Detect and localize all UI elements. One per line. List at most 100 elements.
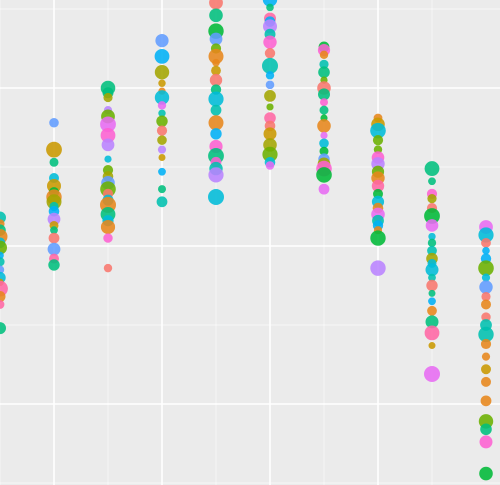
data-point: [154, 65, 170, 80]
data-point: [318, 183, 330, 195]
data-point: [424, 365, 440, 382]
data-point: [478, 260, 494, 276]
data-point: [372, 135, 384, 146]
data-point: [154, 90, 170, 105]
data-point: [209, 32, 223, 46]
data-point: [0, 322, 6, 335]
data-point: [210, 104, 222, 116]
data-point: [480, 338, 492, 350]
data-point: [157, 101, 167, 110]
data-point: [479, 466, 493, 481]
data-point: [319, 50, 329, 60]
data-point: [0, 257, 5, 267]
data-point: [265, 80, 275, 90]
data-point: [481, 312, 491, 322]
data-point: [49, 157, 59, 167]
data-point: [49, 117, 59, 128]
data-point: [482, 246, 490, 255]
data-point: [208, 189, 224, 206]
data-point: [316, 167, 332, 183]
data-point: [157, 135, 167, 145]
data-point: [47, 242, 61, 256]
data-point: [103, 263, 113, 273]
data-point: [481, 364, 491, 375]
data-point: [428, 342, 436, 350]
data-point: [0, 240, 7, 255]
data-point: [428, 232, 436, 241]
data-point: [481, 291, 491, 302]
data-point: [211, 65, 221, 76]
data-point: [156, 115, 168, 127]
data-point: [265, 71, 275, 80]
data-point: [0, 291, 6, 303]
data-point: [262, 57, 278, 74]
data-point: [156, 125, 168, 136]
data-point: [319, 146, 329, 156]
data-point: [371, 179, 385, 193]
data-point: [370, 230, 386, 246]
data-point: [479, 280, 493, 294]
data-point: [262, 0, 278, 7]
data-point: [209, 0, 223, 10]
data-point: [427, 245, 437, 256]
data-point: [266, 3, 274, 12]
data-point: [426, 279, 438, 292]
data-point: [104, 155, 112, 163]
data-point: [425, 219, 439, 232]
data-point: [209, 73, 223, 87]
data-point: [208, 48, 224, 64]
data-point: [478, 326, 494, 343]
data-point: [428, 289, 436, 297]
data-point: [101, 138, 115, 152]
data-point: [48, 259, 60, 271]
data-point: [319, 138, 329, 149]
data-point: [317, 119, 331, 133]
data-point: [103, 92, 113, 103]
data-point: [0, 300, 5, 309]
data-point: [370, 122, 386, 139]
data-point: [427, 305, 437, 316]
data-point: [318, 88, 330, 101]
data-point: [370, 260, 386, 276]
data-point: [263, 35, 277, 49]
data-point: [424, 208, 440, 224]
data-point: [156, 196, 168, 208]
data-point: [479, 435, 493, 449]
data-point: [425, 315, 439, 329]
data-point: [320, 98, 328, 107]
data-point: [158, 154, 166, 162]
data-point: [262, 146, 278, 162]
data-point: [155, 34, 169, 48]
data-point: [263, 127, 277, 141]
data-points: [0, 0, 494, 481]
data-point: [478, 227, 494, 243]
data-point: [212, 58, 220, 67]
data-point: [481, 376, 491, 387]
data-point: [427, 238, 437, 248]
data-point: [481, 273, 491, 282]
data-point: [264, 90, 276, 102]
data-point: [264, 112, 276, 124]
data-point: [100, 127, 116, 143]
data-point: [208, 115, 224, 131]
data-point: [481, 299, 491, 310]
data-point: [263, 19, 277, 34]
data-point: [158, 79, 166, 87]
data-point: [264, 48, 276, 59]
data-point: [319, 105, 329, 115]
data-point: [424, 161, 440, 176]
data-point: [480, 423, 492, 436]
data-point: [103, 233, 113, 243]
data-point: [158, 167, 166, 176]
data-point: [208, 167, 224, 183]
data-point: [154, 49, 170, 64]
data-point: [209, 8, 223, 23]
data-point: [0, 265, 5, 274]
data-point: [46, 141, 62, 158]
data-point: [425, 263, 439, 277]
data-point: [428, 273, 436, 282]
data-point: [480, 395, 492, 407]
data-point: [210, 128, 222, 140]
data-point: [158, 109, 166, 117]
